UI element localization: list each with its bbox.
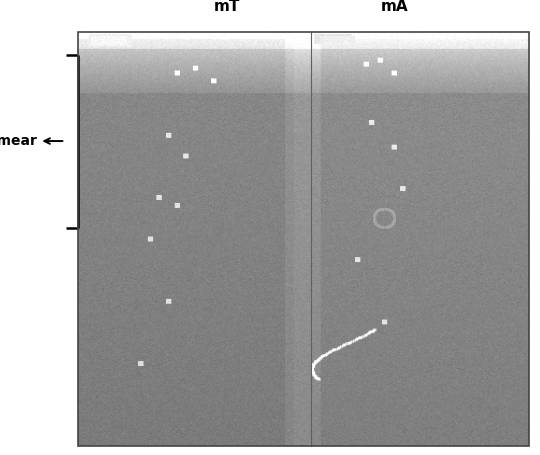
Text: mRNA smear: mRNA smear — [0, 134, 37, 148]
Text: mT: mT — [214, 0, 240, 14]
Text: mA: mA — [380, 0, 408, 14]
Bar — [78, 32, 529, 446]
